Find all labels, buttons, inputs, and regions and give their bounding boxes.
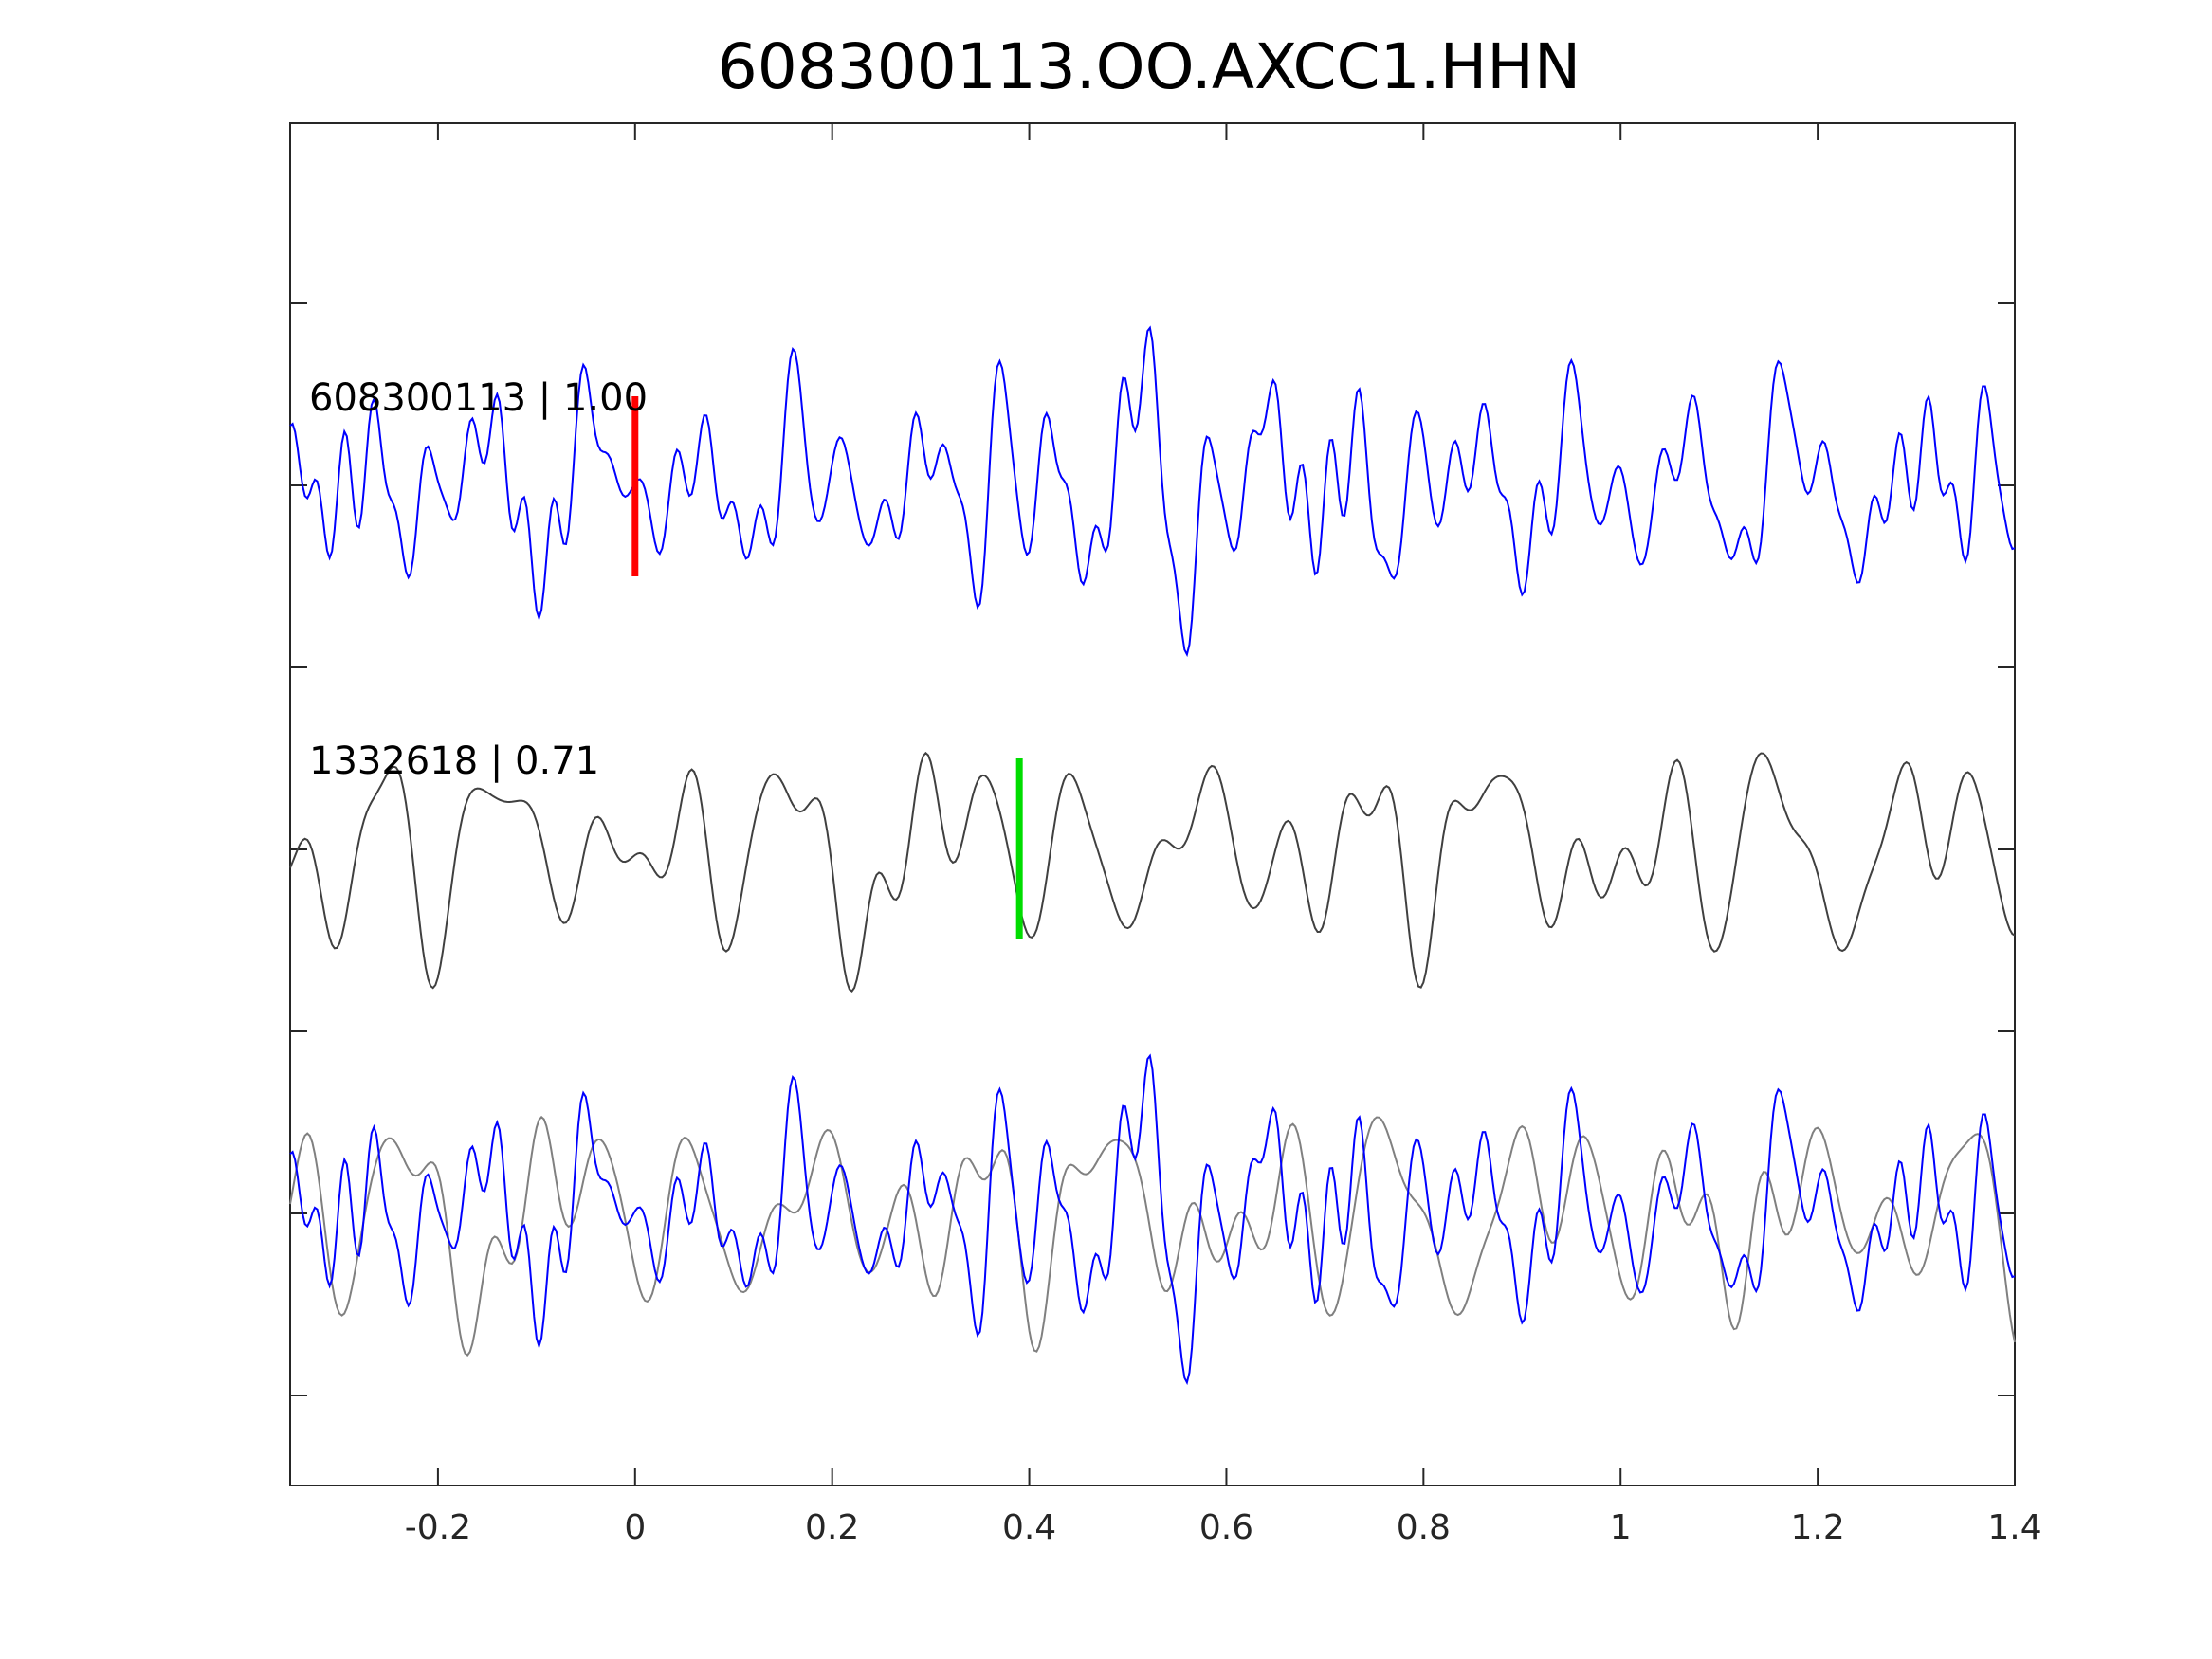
x-tick-label: 1.2 [1790,1508,1844,1547]
plot-frame [289,122,2016,1486]
secondary-waveform [289,751,2016,994]
x-tick-label: 0.6 [1199,1508,1253,1547]
x-tick-label: 0.8 [1397,1508,1451,1547]
x-tick-label: 0.2 [805,1508,859,1547]
overlay-secondary-waveform [289,1115,2016,1358]
trace-labels: 608300113 | 1.00 1332618 | 0.71 [309,376,648,783]
overlay-primary-waveform [289,1053,2016,1386]
plot-axes: -0.2 0 0.2 0.4 0.6 0.8 1 1.2 1.4 [289,122,2042,1547]
waveform-traces [289,325,2016,1386]
x-tick-label: 0.4 [1002,1508,1056,1547]
x-tick-label: -0.2 [405,1508,471,1547]
trace-label-primary: 608300113 | 1.00 [309,376,648,420]
x-tick-label: 1 [1610,1508,1632,1547]
primary-waveform [289,325,2016,658]
chart-title: 608300113.OO.AXCC1.HHN [718,30,1581,103]
x-tick-label: 1.4 [1987,1508,2041,1547]
x-tick-label: 0 [624,1508,646,1547]
trace-label-secondary: 1332618 | 0.71 [309,739,599,783]
